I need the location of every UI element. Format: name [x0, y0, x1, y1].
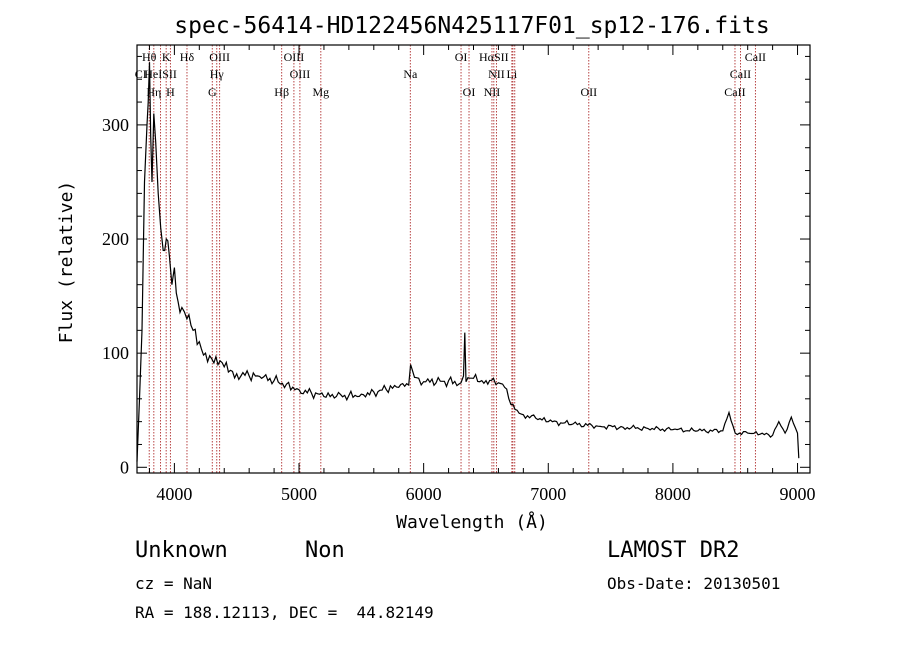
spectrum-line [136, 62, 800, 462]
line-label-23: OII [580, 85, 597, 99]
line-label-11: OIII [290, 67, 311, 81]
plot-frame [136, 44, 811, 474]
line-label-18: G [208, 85, 217, 99]
line-label-10: Hγ [210, 67, 225, 81]
y-axis-ticks: 0 100 200 300 [102, 55, 810, 477]
x-tick-label-4000: 4000 [156, 484, 192, 504]
line-label-12: Na [403, 67, 418, 81]
y-tick-label-100: 100 [102, 343, 129, 363]
line-label-5: OI [455, 50, 468, 64]
y-tick-label-200: 200 [102, 229, 129, 249]
line-label-0: Hθ [142, 50, 157, 64]
line-label-17: H [166, 85, 175, 99]
x-tick-label-9000: 9000 [780, 484, 816, 504]
line-label-1: K [162, 50, 171, 64]
survey-name: LAMOST DR2 [607, 538, 740, 563]
line-label-22: NII [484, 85, 501, 99]
line-label-3: OIII [209, 50, 230, 64]
line-label-8: CI [135, 67, 147, 81]
object-type: Unknown [135, 538, 228, 563]
y-axis-label: Flux (relative) [56, 181, 77, 344]
line-label-20: Mg [312, 85, 329, 99]
y-tick-label-0: 0 [120, 457, 129, 477]
y-tick-label-300: 300 [102, 115, 129, 135]
chart-title: spec-56414-HD122456N425117F01_sp12-176.f… [174, 13, 769, 39]
sky-coordinates: RA = 188.12113, DEC = 44.82149 [135, 603, 434, 622]
line-label-15: CaII [730, 67, 751, 81]
x-tick-label-8000: 8000 [655, 484, 691, 504]
redshift-cz: cz = NaN [135, 574, 213, 593]
line-label-21: OI [463, 85, 476, 99]
x-tick-label-7000: 7000 [530, 484, 566, 504]
x-axis-ticks: 4000 5000 6000 7000 8000 9000 [148, 45, 816, 504]
line-label-4: OIII [284, 50, 305, 64]
line-label-14: Li [507, 67, 518, 81]
emission-line-markers [148, 45, 756, 473]
object-subclass: Non [305, 538, 345, 563]
observation-date: Obs-Date: 20130501 [607, 574, 781, 593]
line-label-9: HeISII [144, 67, 177, 81]
x-axis-label: Wavelength (Å) [396, 511, 548, 533]
x-tick-label-6000: 6000 [406, 484, 442, 504]
line-label-24: CaII [724, 85, 745, 99]
line-label-19: Hβ [274, 85, 289, 99]
line-label-13: NII [488, 67, 505, 81]
line-label-2: Hδ [180, 50, 195, 64]
line-label-6: HαSII [479, 50, 509, 64]
x-tick-label-5000: 5000 [281, 484, 317, 504]
line-label-7: CaII [745, 50, 766, 64]
